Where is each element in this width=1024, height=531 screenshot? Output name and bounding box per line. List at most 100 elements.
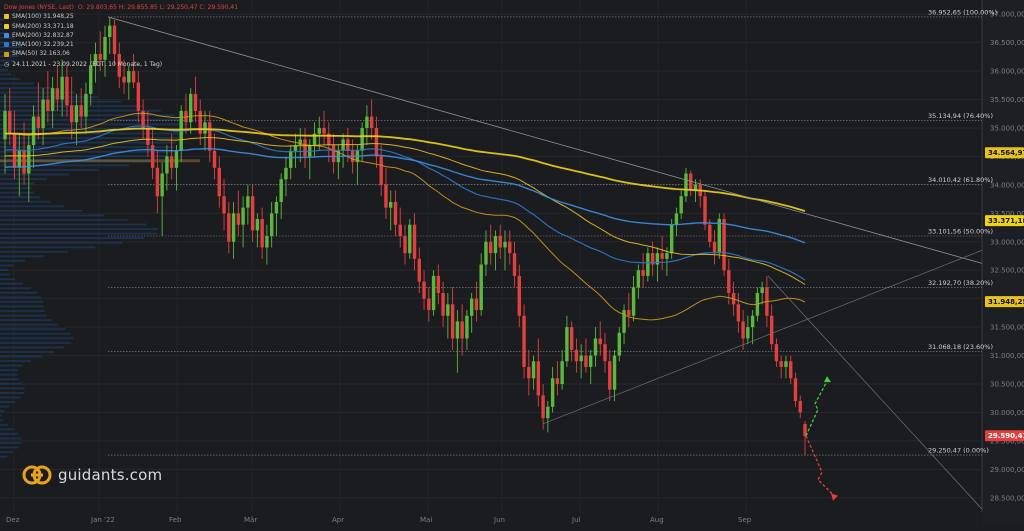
candle-body (198, 110, 202, 134)
volume-profile-bar (0, 259, 25, 262)
legend-item: EMA(200) 32.832,87 (4, 31, 238, 40)
candle-body (627, 310, 631, 316)
candle-body (546, 406, 550, 419)
candle-body (555, 378, 560, 384)
candle-body (150, 145, 155, 168)
volume-profile-bar (0, 269, 9, 271)
volume-profile-bar (0, 150, 174, 153)
legend-item: SMA(200) 33.371,18 (4, 22, 238, 31)
candle-body (436, 275, 441, 293)
candle-body (69, 105, 74, 123)
candle-body (403, 236, 407, 254)
candle-body (674, 213, 679, 225)
candle-body (508, 241, 512, 254)
candle-body (446, 304, 450, 316)
candle-body (717, 219, 721, 254)
candle-body (231, 213, 236, 242)
volume-profile-bar (0, 241, 123, 244)
candle-body (560, 361, 564, 384)
date-range-row: ◷ 24.11.2021 - 23.09.2022 (EDT, 10 Monat… (4, 60, 238, 69)
fib-label: 35.134,94 (76.40%) (928, 112, 993, 120)
fib-label: 36.952,65 (100.00%) (928, 8, 997, 16)
sma200-line (5, 127, 806, 212)
candle-body (65, 76, 69, 106)
candle-body (503, 241, 507, 248)
volume-profile-bar (0, 410, 5, 413)
candle-body (146, 128, 150, 146)
candle-body (798, 401, 802, 413)
candle-body (769, 315, 774, 345)
x-tick-label: Aug (650, 516, 664, 524)
y-tick-label: 32.500,00 (990, 267, 1024, 275)
volume-profile-bar (0, 351, 55, 353)
volume-profile-bar (0, 246, 96, 249)
chart-legend: Dow Jones (NYSE, Last) O: 29.803,65 H: 2… (4, 3, 238, 69)
bullish-projection (805, 380, 828, 437)
candle-body (12, 133, 17, 168)
x-tick-label: Dez (6, 516, 20, 524)
trendline-channel (767, 275, 983, 510)
candle-body (522, 315, 526, 367)
volume-profile-bar (0, 187, 32, 190)
volume-profile-bar (0, 360, 31, 362)
volume-profile-bar (0, 378, 20, 381)
volume-profile-bar (0, 128, 188, 130)
volume-profile-bar (0, 314, 47, 317)
volume-profile-bar (0, 232, 158, 235)
candle-body (3, 110, 7, 140)
candle-body (455, 321, 460, 339)
candle-body (98, 54, 102, 60)
candle-body (689, 173, 693, 191)
volume-profile-bar (0, 328, 66, 331)
candle-body (803, 423, 807, 436)
volume-profile-bar (0, 141, 176, 144)
candle-body (727, 270, 731, 293)
candle-body (303, 139, 307, 157)
candle-body (322, 128, 326, 134)
legend-item: SMA(50) 32.163,06 (4, 49, 238, 58)
y-tick-label: 36.500,00 (990, 39, 1024, 47)
candle-body (498, 236, 502, 248)
candle-body (655, 253, 660, 265)
candle-body (708, 224, 712, 242)
candle-body (589, 355, 593, 367)
legend-item: EMA(100) 32.239,21 (4, 40, 238, 49)
volume-profile-bar (0, 87, 53, 89)
candle-body (441, 292, 445, 316)
candle-body (22, 150, 26, 174)
trendline-resistance (107, 16, 983, 264)
candle-body (160, 173, 164, 197)
legend-label: EMA(200) 32.832,87 (12, 31, 74, 39)
candle-body (136, 82, 141, 111)
volume-profile-bar (0, 442, 22, 444)
chart-title-row: Dow Jones (NYSE, Last) O: 29.803,65 H: 2… (4, 3, 238, 12)
candle-body (512, 253, 517, 276)
legend-label: EMA(100) 32.239,21 (12, 41, 74, 49)
candle-body (60, 76, 64, 100)
candle-body (379, 156, 383, 185)
projection-arrows (805, 376, 838, 501)
volume-profile-bar (0, 419, 4, 422)
y-tick-label: 31.000,00 (990, 352, 1024, 360)
legend-swatch (4, 33, 9, 39)
candle-body (79, 105, 83, 117)
volume-profile-bar (0, 323, 59, 326)
volume-profile-bar (0, 264, 14, 267)
volume-profile-bar (0, 387, 25, 390)
volume-profile-bar (0, 250, 68, 253)
candle-body (127, 71, 131, 83)
guidants-logo-icon (22, 465, 52, 485)
candle-body (255, 219, 260, 231)
candle-body (165, 156, 169, 174)
y-tick-label: 33.500,00 (990, 210, 1024, 218)
ohlc-readout: O: 29.803,65 H: 29.855,85 L: 29.250,47 C… (77, 4, 239, 11)
volume-profile-bar (0, 18, 4, 21)
moving-averages (4, 112, 806, 321)
volume-profile-bar (0, 123, 189, 126)
candle-body (517, 275, 521, 316)
volume-profile-bar (0, 223, 147, 226)
price-badge (985, 430, 1024, 442)
y-tick-label: 31.500,00 (990, 324, 1024, 332)
candle-body (412, 224, 417, 259)
candle-body (660, 253, 664, 259)
